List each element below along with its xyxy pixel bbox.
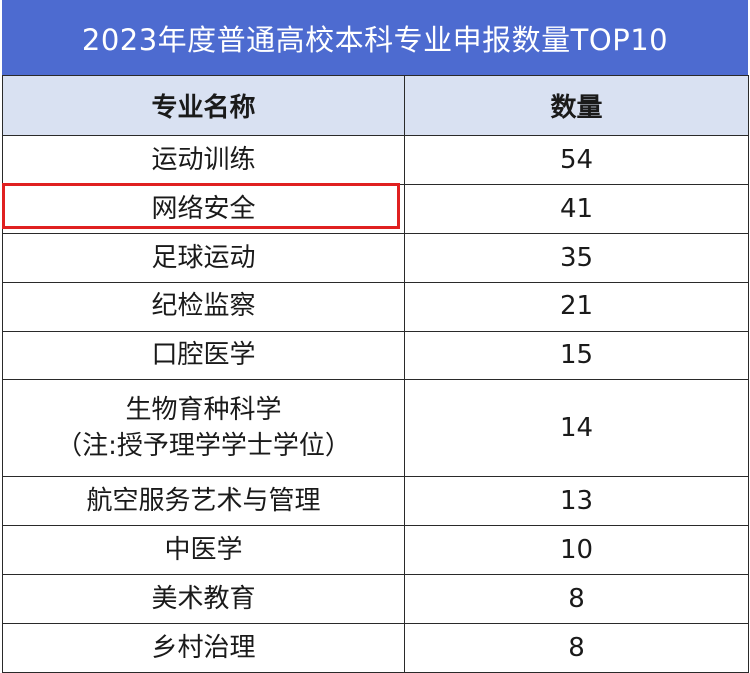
table-row: 网络安全 41 — [2, 183, 749, 234]
count-cell: 35 — [404, 232, 749, 283]
count-cell: 15 — [404, 330, 749, 381]
count-cell: 10 — [404, 525, 749, 576]
table-row: 运动训练 54 — [2, 135, 749, 185]
major-name: 航空服务艺术与管理 — [86, 486, 321, 517]
count-cell: 13 — [404, 476, 749, 527]
major-name: 纪检监察 — [151, 291, 256, 322]
table-row: 乡村治理 8 — [2, 623, 749, 673]
count-cell: 54 — [404, 135, 749, 185]
count-cell: 8 — [404, 574, 749, 625]
count-cell: 41 — [404, 183, 749, 234]
table-row: 生物育种科学 （注:授予理学学士学位） 14 — [2, 379, 749, 478]
table-row: 口腔医学 15 — [2, 330, 749, 381]
header-row: 专业名称 数量 — [2, 75, 749, 136]
major-cell: 航空服务艺术与管理 — [2, 476, 405, 527]
count-cell: 8 — [404, 623, 749, 673]
table-row: 中医学 10 — [2, 525, 749, 576]
major-cell: 口腔医学 — [2, 330, 405, 381]
major-cell: 足球运动 — [2, 232, 405, 283]
major-name: 生物育种科学 — [125, 395, 282, 426]
major-name: 美术教育 — [151, 583, 256, 614]
major-note: （注:授予理学学士学位） — [56, 431, 351, 462]
major-cell: 中医学 — [2, 525, 405, 576]
major-cell: 网络安全 — [2, 183, 405, 234]
major-name: 足球运动 — [151, 242, 256, 273]
table-row: 足球运动 35 — [2, 232, 749, 283]
table-row: 美术教育 8 — [2, 574, 749, 625]
count-cell: 21 — [404, 281, 749, 332]
major-cell: 美术教育 — [2, 574, 405, 625]
header-major: 专业名称 — [2, 75, 405, 136]
table-row: 航空服务艺术与管理 13 — [2, 476, 749, 527]
table-title: 2023年度普通高校本科专业申报数量TOP10 — [2, 0, 748, 75]
major-cell: 纪检监察 — [2, 281, 405, 332]
major-cell: 运动训练 — [2, 135, 405, 185]
major-cell: 乡村治理 — [2, 623, 405, 673]
major-name: 中医学 — [164, 535, 243, 566]
header-count: 数量 — [404, 75, 749, 136]
major-name: 网络安全 — [151, 193, 256, 224]
major-name: 口腔医学 — [151, 340, 256, 371]
major-name: 乡村治理 — [151, 632, 256, 663]
table-row: 纪检监察 21 — [2, 281, 749, 332]
major-name: 运动训练 — [151, 144, 256, 175]
major-cell: 生物育种科学 （注:授予理学学士学位） — [2, 379, 405, 478]
count-cell: 14 — [404, 379, 749, 478]
ranking-table: 专业名称 数量 运动训练 54 网络安全 41 足球运动 35 纪检监察 21 — [2, 75, 749, 673]
